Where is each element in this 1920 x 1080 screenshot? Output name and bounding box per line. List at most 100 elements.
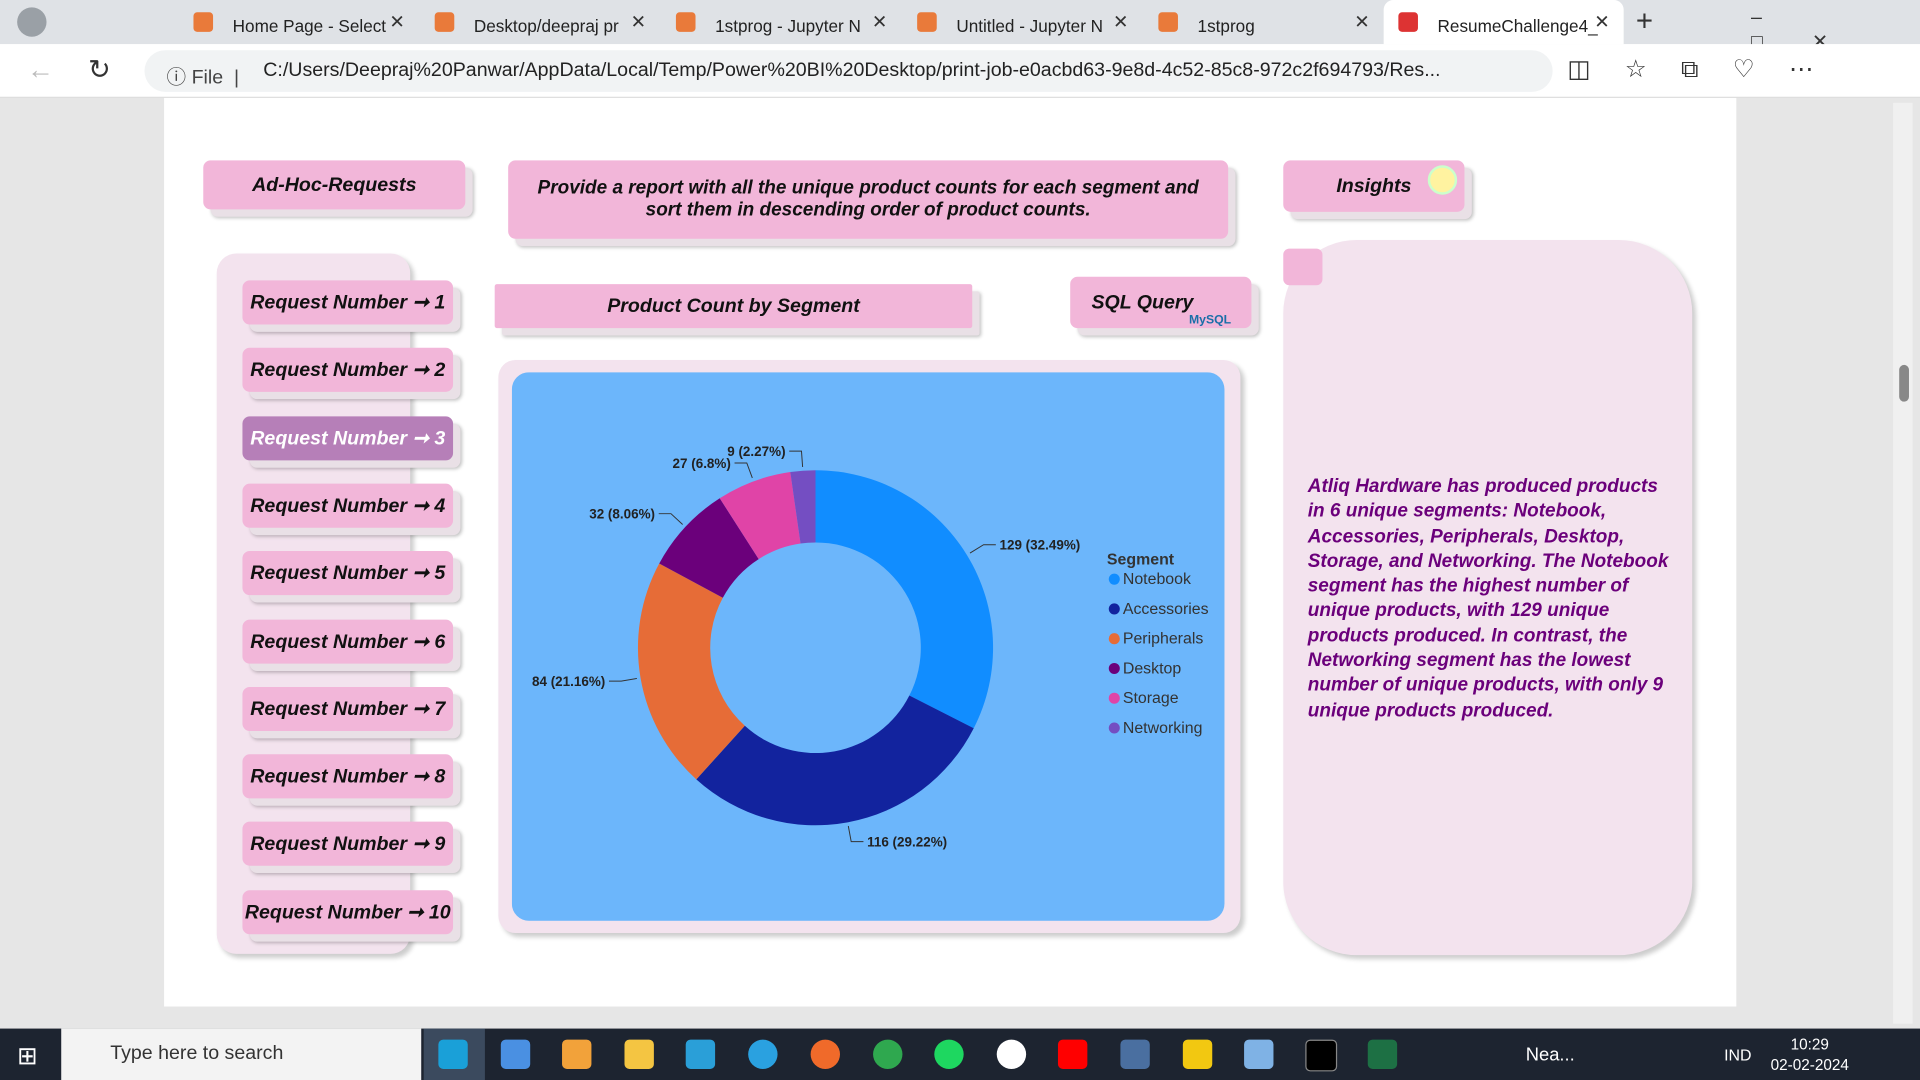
mysql-logo: MySQL <box>1188 313 1232 327</box>
request-button[interactable]: Request Number ➞ 3 <box>242 415 454 460</box>
weather[interactable]: Nea... <box>1525 1044 1575 1066</box>
request-button[interactable]: Request Number ➞ 10 <box>242 889 454 934</box>
youtube-icon[interactable] <box>1057 1039 1088 1069</box>
active-tab-bg <box>1383 0 1624 45</box>
legend-label: Networking <box>1123 720 1203 737</box>
legend-marker <box>1108 633 1120 645</box>
app-icon[interactable] <box>685 1039 716 1069</box>
tab[interactable]: 1stprog <box>1197 15 1255 36</box>
insights-panel <box>1283 240 1693 956</box>
clock[interactable]: 10:29 02-02-2024 <box>1771 1035 1849 1077</box>
tab-close[interactable]: ✕ <box>389 12 405 34</box>
sql-button-text: SQL Query <box>1091 292 1194 314</box>
search-placeholder: Type here to search <box>110 1043 284 1065</box>
slice <box>719 472 801 560</box>
question: Provide a report with all the unique pro… <box>508 160 1229 239</box>
scrollbar[interactable] <box>1893 102 1913 1024</box>
back-button[interactable]: ← <box>26 53 54 85</box>
store-icon[interactable] <box>500 1039 531 1069</box>
header-button: Ad-Hoc-Requests <box>203 160 466 210</box>
slice <box>696 695 974 826</box>
terminal-icon[interactable] <box>1305 1039 1338 1072</box>
address-url: C:/Users/Deepraj%20Panwar/AppData/Local/… <box>263 60 1439 81</box>
bulb-icon <box>1427 165 1458 195</box>
leader-line <box>847 825 864 843</box>
scrollbar-thumb[interactable] <box>1899 364 1909 402</box>
firefox-icon[interactable] <box>810 1039 840 1069</box>
tab[interactable]: Desktop/deepraj pr <box>473 15 619 36</box>
explorer-icon[interactable] <box>624 1039 654 1069</box>
start-button[interactable]: ⊞ <box>17 1043 38 1071</box>
spotify-icon[interactable] <box>934 1039 964 1069</box>
insights-tag <box>1283 248 1323 286</box>
tab-close[interactable]: ✕ <box>1113 12 1129 34</box>
profile-icon[interactable] <box>17 7 47 37</box>
address-scheme: File <box>191 67 224 89</box>
legend-label: Peripherals <box>1123 631 1204 648</box>
chart-background <box>511 372 1225 921</box>
search-box[interactable]: Type here to search <box>61 1028 422 1080</box>
app-icon[interactable] <box>562 1039 592 1069</box>
address-bar[interactable] <box>144 50 1553 92</box>
time: 10:29 <box>1790 1035 1829 1054</box>
mysql-icon[interactable] <box>1120 1039 1150 1069</box>
request-button[interactable]: Request Number ➞ 7 <box>242 686 454 731</box>
request-button[interactable]: Request Number ➞ 5 <box>242 551 454 596</box>
tab-icon <box>434 12 455 32</box>
data-label: 27 (6.8%) <box>673 456 731 471</box>
legend-label: Accessories <box>1123 601 1209 618</box>
refresh-button[interactable]: ↻ <box>88 53 111 85</box>
tab-close[interactable]: ✕ <box>871 12 888 34</box>
date: 02-02-2024 <box>1770 1056 1849 1074</box>
toolbar-icons[interactable]: ◫☆⧉♡⋯ <box>1567 56 1848 84</box>
sql-button[interactable]: SQL Query <box>1070 276 1252 329</box>
app-icon[interactable] <box>996 1039 1027 1069</box>
legend-label: Desktop <box>1123 660 1182 677</box>
language[interactable]: IND <box>1724 1045 1752 1065</box>
request-button[interactable]: Request Number ➞ 9 <box>242 822 454 867</box>
slice <box>815 470 994 729</box>
slice <box>637 563 745 780</box>
request-button[interactable]: Request Number ➞ 2 <box>242 348 454 393</box>
app-icon[interactable] <box>1244 1039 1274 1069</box>
slice <box>659 498 759 598</box>
edge-icon[interactable] <box>438 1039 468 1069</box>
new-tab[interactable]: + <box>1635 4 1654 38</box>
data-label: 129 (32.49%) <box>1000 538 1081 553</box>
telegram-icon[interactable] <box>748 1039 778 1069</box>
tab-close[interactable]: ✕ <box>1594 12 1610 34</box>
site-info[interactable]: ⓘ File | <box>166 67 240 89</box>
data-label: 84 (21.16%) <box>532 674 605 689</box>
legend-title: Segment <box>1107 551 1175 568</box>
tab-icon <box>1398 12 1418 32</box>
legend-marker <box>1108 603 1120 615</box>
chart: 129 (32.49%) 116 (29.22%) 84 (21.16%) 32 (8… <box>511 372 1225 921</box>
tab-icon <box>193 12 214 32</box>
request-button[interactable]: Request Number ➞ 8 <box>242 754 454 799</box>
tab[interactable]: 1stprog - Jupyter N <box>715 15 861 36</box>
powerbi-icon[interactable] <box>1182 1039 1213 1069</box>
legend-label: Storage <box>1123 690 1179 707</box>
tab[interactable]: Home Page - Select <box>232 15 387 36</box>
tab[interactable]: ResumeChallenge4_ <box>1437 15 1598 36</box>
leader-line <box>608 677 637 682</box>
excel-icon[interactable] <box>1367 1039 1398 1069</box>
leader-line <box>734 462 753 479</box>
tab[interactable]: Untitled - Jupyter N <box>956 15 1104 36</box>
tab-close[interactable]: ✕ <box>1354 12 1370 34</box>
data-label: 9 (2.27%) <box>727 444 785 459</box>
leader-line <box>969 544 996 554</box>
request-button[interactable]: Request Number ➞ 4 <box>242 483 454 528</box>
tab-close[interactable]: ✕ <box>630 12 647 34</box>
slice <box>790 470 816 544</box>
data-label: 116 (29.22%) <box>867 835 947 850</box>
insights-text: Atliq Hardware has produced products in … <box>1307 476 1669 721</box>
tab-icon <box>917 12 937 32</box>
legend-marker <box>1108 573 1120 585</box>
request-button[interactable]: Request Number ➞ 1 <box>242 280 454 325</box>
chrome-icon[interactable] <box>873 1039 903 1069</box>
request-button[interactable]: Request Number ➞ 6 <box>242 618 454 664</box>
